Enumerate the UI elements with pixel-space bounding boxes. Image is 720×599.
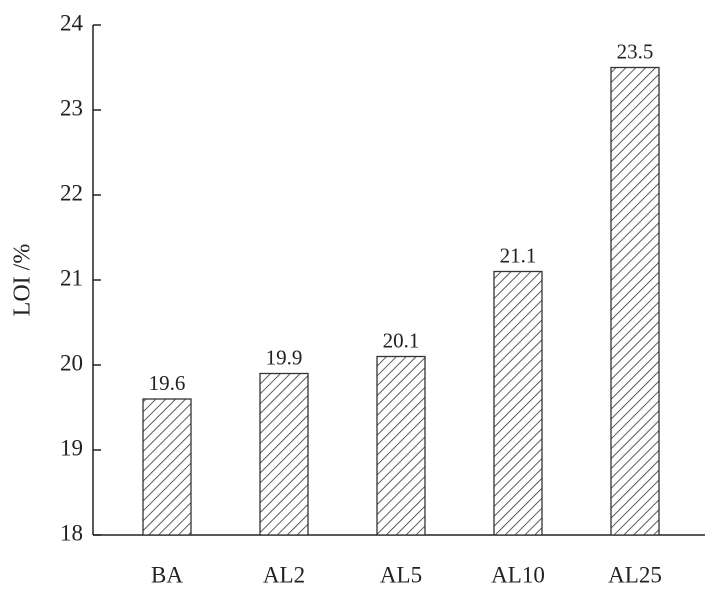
- y-tick-label: 24: [60, 10, 84, 35]
- value-label: 19.6: [149, 371, 186, 395]
- x-tick-label: AL25: [608, 562, 662, 587]
- y-tick-label: 20: [60, 350, 83, 375]
- y-axis-label: LOI /%: [10, 244, 36, 317]
- value-label: 19.9: [266, 345, 303, 369]
- bar: [610, 66, 660, 536]
- y-tick-label: 19: [60, 435, 83, 460]
- bar: [493, 270, 543, 536]
- x-tick-label: AL10: [491, 562, 545, 587]
- x-tick-label: AL2: [263, 562, 305, 587]
- y-tick-label: 23: [60, 95, 83, 120]
- y-tick-label: 18: [60, 520, 83, 545]
- value-label: 23.5: [617, 39, 654, 63]
- bar: [259, 372, 309, 536]
- y-tick-label: 21: [60, 265, 83, 290]
- y-tick-label: 22: [60, 180, 83, 205]
- x-tick-label: AL5: [380, 562, 422, 587]
- value-label: 21.1: [500, 243, 537, 267]
- x-tick-label: BA: [151, 562, 183, 587]
- value-label: 20.1: [383, 328, 420, 352]
- bar: [142, 398, 192, 536]
- bar: [376, 355, 426, 536]
